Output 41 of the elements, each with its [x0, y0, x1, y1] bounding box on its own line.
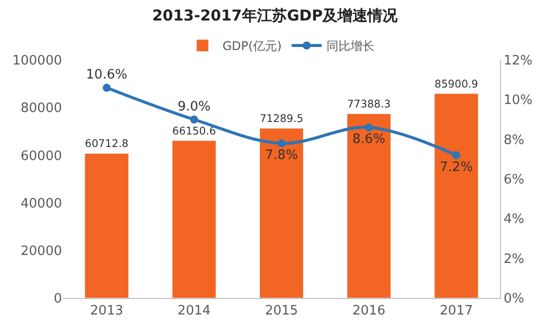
y2-tick-label: 2% [504, 252, 524, 267]
bar [84, 153, 129, 298]
bar [259, 128, 304, 298]
x-tick-label: 2013 [90, 304, 124, 319]
x-tick-label: 2014 [178, 304, 211, 319]
point [102, 84, 111, 92]
x-tick-label: 2016 [352, 304, 386, 319]
y-tick-label: 0 [54, 292, 62, 307]
data-label: 77388.3 [347, 98, 391, 111]
data-label: 7.2% [440, 160, 473, 175]
point [278, 139, 286, 148]
point [452, 151, 460, 160]
data-label: 7.8% [264, 148, 298, 164]
point [190, 116, 198, 124]
y-tick-label: 80000 [20, 101, 62, 116]
y2-tick-label: 10% [504, 93, 533, 108]
y-tick-label: 40000 [20, 196, 62, 212]
y-tick-label: 60000 [20, 148, 62, 164]
chart-title: 2013-2017年江苏GDP及增速情况 [152, 6, 399, 24]
x-tick-label: 2017 [440, 304, 473, 319]
y-tick-label: 20000 [20, 244, 62, 259]
data-label: 85900.9 [434, 78, 478, 90]
data-label: 71289.5 [260, 113, 304, 126]
legend-label: GDP(亿元) [222, 39, 282, 54]
y2-tick-label: 8% [504, 132, 524, 148]
y2-tick-label: 12% [504, 54, 533, 69]
y-tick-label: 100000 [12, 54, 62, 69]
bar [172, 140, 216, 298]
data-label: 9.0% [178, 99, 211, 114]
point [364, 123, 373, 132]
y2-tick-label: 0% [504, 292, 524, 307]
bar [434, 93, 478, 298]
bar [346, 114, 391, 298]
legend-label: 同比增长 [326, 39, 375, 54]
data-label: 66150.6 [172, 125, 216, 138]
y2-tick-label: 6% [504, 172, 524, 188]
y2-tick-label: 4% [504, 212, 524, 228]
x-tick-label: 2015 [264, 304, 298, 319]
data-label: 60712.8 [84, 138, 129, 150]
data-label: 10.6% [86, 68, 128, 83]
data-label: 8.6% [352, 132, 386, 148]
